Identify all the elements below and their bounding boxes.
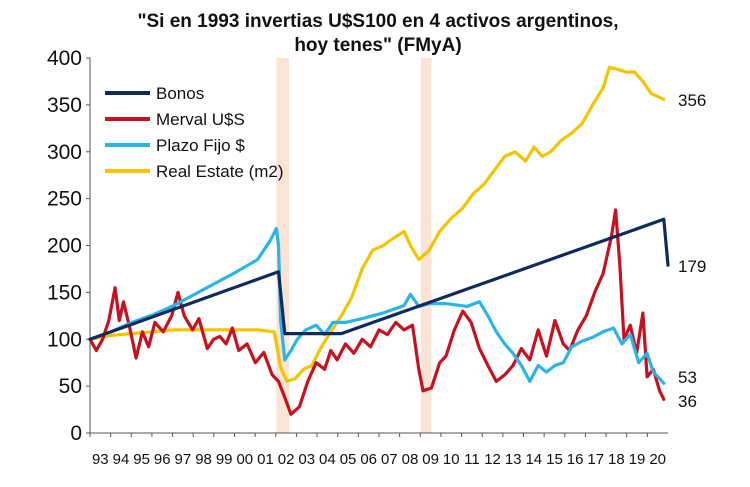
legend-label: Real Estate (m2) — [156, 162, 284, 181]
y-tick-label: 200 — [47, 235, 82, 258]
x-tick-label: 97 — [175, 451, 192, 468]
legend-label: Bonos — [156, 84, 204, 103]
y-tick-label: 350 — [47, 94, 82, 117]
x-tick-label: 95 — [133, 451, 150, 468]
series-line-plazo-fijo- — [88, 227, 666, 385]
end-label-bonos: 179 — [678, 257, 706, 276]
x-tick-label: 08 — [402, 451, 419, 468]
x-tick-label: 03 — [298, 451, 315, 468]
x-tick-label: 13 — [505, 451, 522, 468]
x-tick-label: 11 — [464, 451, 480, 468]
chart-title-line2: hoy tenes" (FMyA) — [294, 35, 461, 56]
x-tick-label: 18 — [608, 451, 625, 468]
x-tick-label: 19 — [629, 451, 646, 468]
x-tick-label: 07 — [381, 451, 398, 468]
y-tick-label: 50 — [59, 375, 82, 398]
x-tick-label: 02 — [278, 451, 295, 468]
shaded-period-0 — [276, 58, 289, 433]
end-label-merval-u-s: 36 — [678, 392, 697, 411]
x-tick-label: 09 — [422, 451, 439, 468]
legend-label: Plazo Fijo $ — [156, 136, 245, 155]
x-tick-label: 12 — [484, 451, 501, 468]
y-tick-label: 100 — [47, 328, 82, 351]
series-lines — [88, 65, 670, 416]
x-tick-label: 15 — [546, 451, 563, 468]
end-label-real-estate-m2-: 356 — [678, 91, 706, 110]
x-tick-label: 98 — [195, 451, 212, 468]
y-tick-label: 400 — [47, 47, 82, 70]
x-tick-label: 06 — [360, 451, 377, 468]
shaded-period-1 — [420, 58, 432, 433]
x-tick-label: 93 — [92, 451, 109, 468]
end-labels: 179 36 53 356 — [678, 91, 706, 411]
x-tick-label: 01 — [257, 451, 274, 468]
x-tick-label: 20 — [649, 451, 666, 468]
shaded-periods — [276, 58, 432, 433]
y-tick-label: 300 — [47, 141, 82, 164]
legend-label: Merval U$S — [156, 110, 245, 129]
y-tick-label: 250 — [47, 188, 82, 211]
chart-title-line1: "Si en 1993 invertias U$S100 en 4 activo… — [137, 11, 618, 32]
x-tick-label: 94 — [113, 451, 130, 468]
x-tick-label: 16 — [567, 451, 584, 468]
x-tick-label: 04 — [319, 451, 336, 468]
series-line-real-estate-m2- — [88, 65, 666, 383]
x-tick-label: 10 — [443, 451, 460, 468]
x-tick-label: 17 — [587, 451, 604, 468]
x-tick-label: 96 — [154, 451, 171, 468]
y-tick-label: 150 — [47, 281, 82, 304]
series-line-merval-u-s — [88, 208, 666, 416]
x-tick-label: 14 — [525, 451, 542, 468]
x-tick-label: 99 — [216, 451, 233, 468]
series-line-bonos — [88, 217, 670, 341]
x-tick-label: 00 — [236, 451, 253, 468]
y-tick-label: 0 — [70, 422, 82, 445]
x-tick-label: 05 — [340, 451, 357, 468]
legend: Bonos Merval U$S Plazo Fijo $ Real Estate (… — [105, 84, 284, 181]
end-label-plazo-fijo-: 53 — [678, 368, 697, 387]
